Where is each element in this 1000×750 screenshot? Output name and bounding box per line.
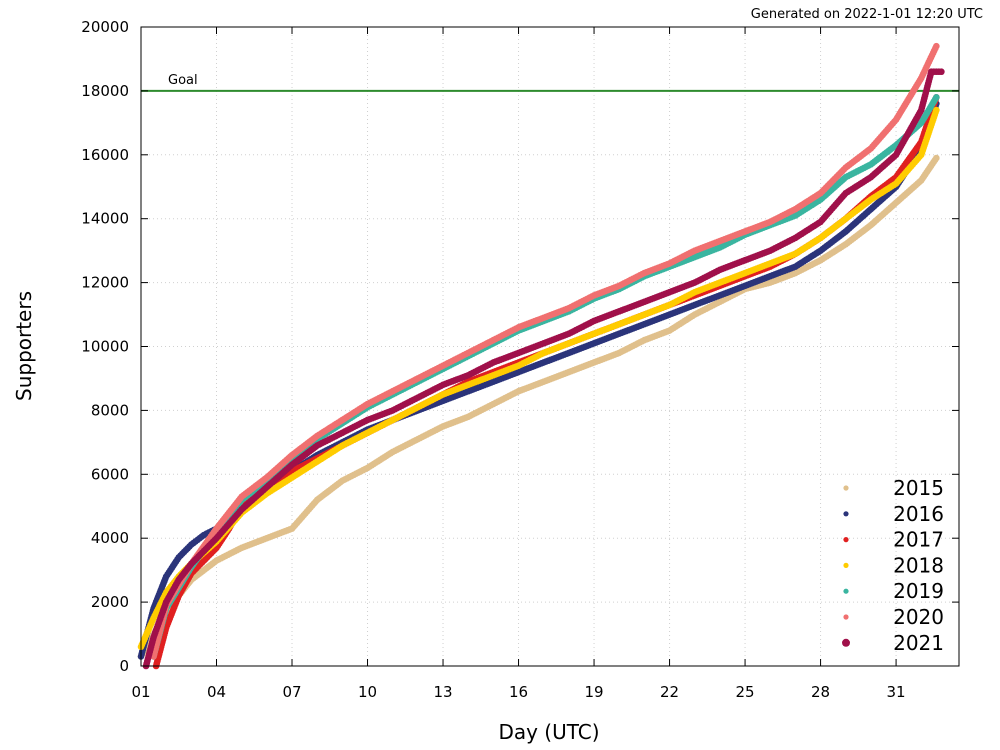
legend-marker-2018 xyxy=(843,562,849,569)
x-tick-label: 13 xyxy=(433,683,452,701)
y-tick-label: 20000 xyxy=(81,18,129,36)
data-point xyxy=(933,154,940,162)
y-tick-label: 0 xyxy=(119,657,129,675)
x-tick-label: 01 xyxy=(131,683,150,701)
legend-label-2019: 2019 xyxy=(893,579,944,603)
legend-marker-2016 xyxy=(843,511,849,517)
x-tick-label: 25 xyxy=(736,683,755,701)
legend-label-2018: 2018 xyxy=(893,553,944,577)
y-tick-label: 2000 xyxy=(91,593,129,611)
legend-label-2015: 2015 xyxy=(893,476,944,500)
x-tick-label: 04 xyxy=(207,683,226,701)
y-tick-label: 12000 xyxy=(81,274,129,292)
x-axis-title: Day (UTC) xyxy=(498,720,599,744)
y-tick-label: 16000 xyxy=(81,146,129,164)
y-tick-label: 6000 xyxy=(91,465,129,483)
data-point xyxy=(933,93,940,101)
x-tick-label: 19 xyxy=(584,683,603,701)
legend-label-2017: 2017 xyxy=(893,528,944,552)
legend-label-2020: 2020 xyxy=(893,605,944,629)
y-axis-title: Supporters xyxy=(12,291,36,401)
x-tick-label: 31 xyxy=(887,683,906,701)
x-tick-label: 07 xyxy=(282,683,301,701)
y-tick-label: 4000 xyxy=(91,529,129,547)
y-tick-label: 18000 xyxy=(81,82,129,100)
legend-marker-2021 xyxy=(842,638,850,647)
y-tick-label: 14000 xyxy=(81,210,129,228)
legend-marker-2015 xyxy=(843,485,849,491)
axes: 0 2000 4000 6000 8000 10000 12000 14000 16000 180… xyxy=(81,18,959,701)
legend-label-2021: 2021 xyxy=(893,631,944,655)
goal-label: Goal xyxy=(168,73,198,88)
goal-line-group: Goal xyxy=(141,73,959,92)
data-point xyxy=(933,42,940,50)
x-tick-label: 10 xyxy=(358,683,377,701)
series-2021 xyxy=(142,68,945,670)
y-tick-label: 10000 xyxy=(81,338,129,356)
x-tick-label: 16 xyxy=(509,683,528,701)
data-point xyxy=(938,68,945,76)
legend-marker-2017 xyxy=(843,537,849,543)
data-series xyxy=(137,42,945,670)
legend-marker-2020 xyxy=(843,614,849,620)
data-point xyxy=(933,106,940,114)
legend-label-2016: 2016 xyxy=(893,502,944,526)
x-tick-label: 28 xyxy=(811,683,830,701)
x-tick-label: 22 xyxy=(660,683,679,701)
generated-timestamp: Generated on 2022-1-01 12:20 UTC xyxy=(751,7,983,22)
y-tick-label: 8000 xyxy=(91,401,129,419)
legend-marker-2019 xyxy=(843,588,849,594)
